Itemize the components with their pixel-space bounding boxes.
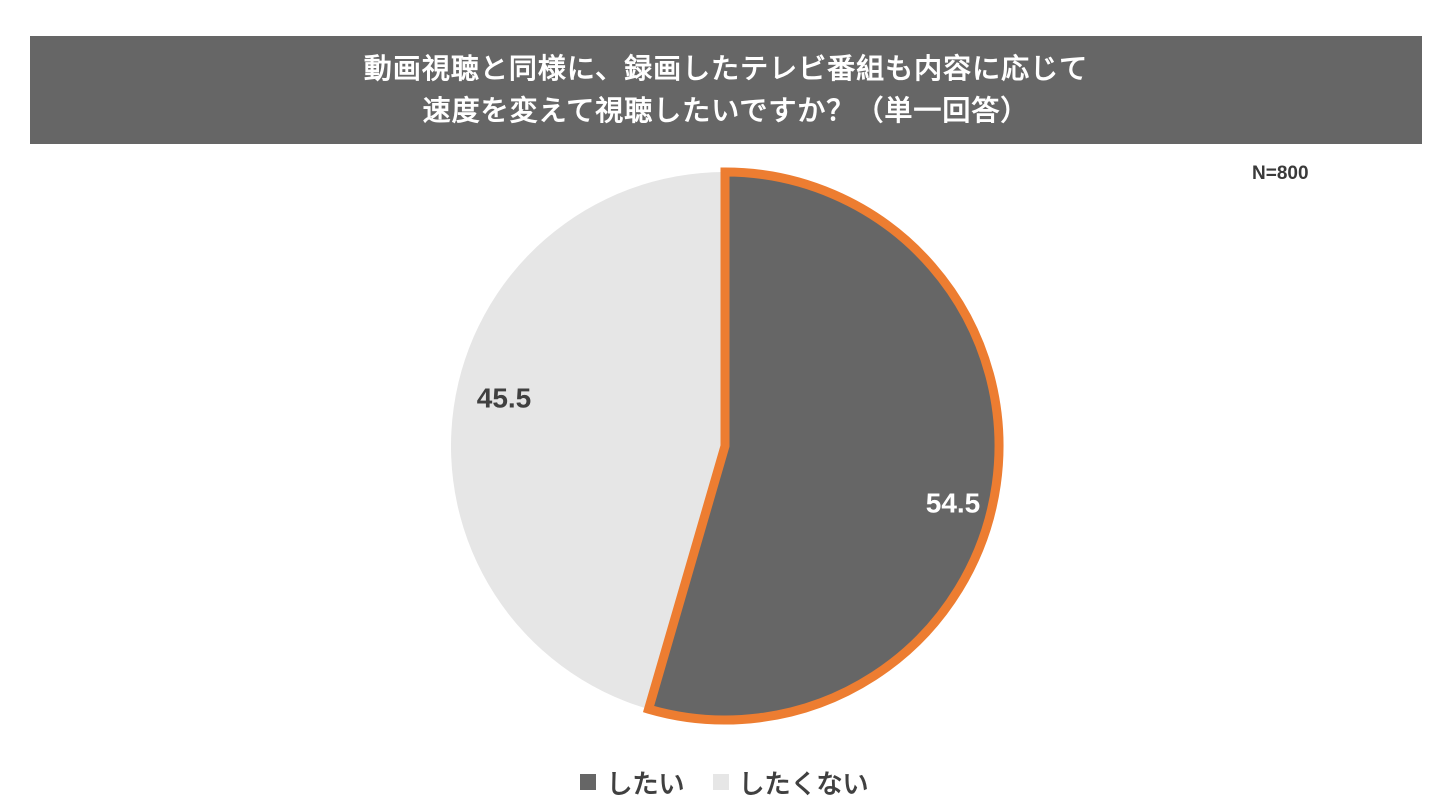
pie-slice-shitai [642,167,1004,725]
legend-label-shitakunai: したくない [738,769,869,800]
legend-swatch-shitai [580,774,597,790]
legend-swatch-shitakunai [712,774,729,790]
chart-legend: したい したくない [0,762,1449,802]
data-label-shitakunai: 45.5 [477,382,532,413]
legend-item-shitakunai: したくない [712,764,869,801]
chart-title-banner: 動画視聴と同様に、録画したテレビ番組も内容に応じて 速度を変えて視聴したいですか… [30,36,1422,144]
data-label-shitai: 54.5 [926,487,981,518]
sample-size-label: N=800 [1252,163,1309,184]
chart-title-line-1: 動画視聴と同様に、録画したテレビ番組も内容に応じて [363,52,1089,85]
legend-item-shitai: したい [580,764,685,801]
chart-title-line-2: 速度を変えて視聴したいですか？（単一回答） [422,94,1030,127]
pie-slice-shitakunai [450,172,725,710]
legend-label-shitai: したい [606,769,685,800]
